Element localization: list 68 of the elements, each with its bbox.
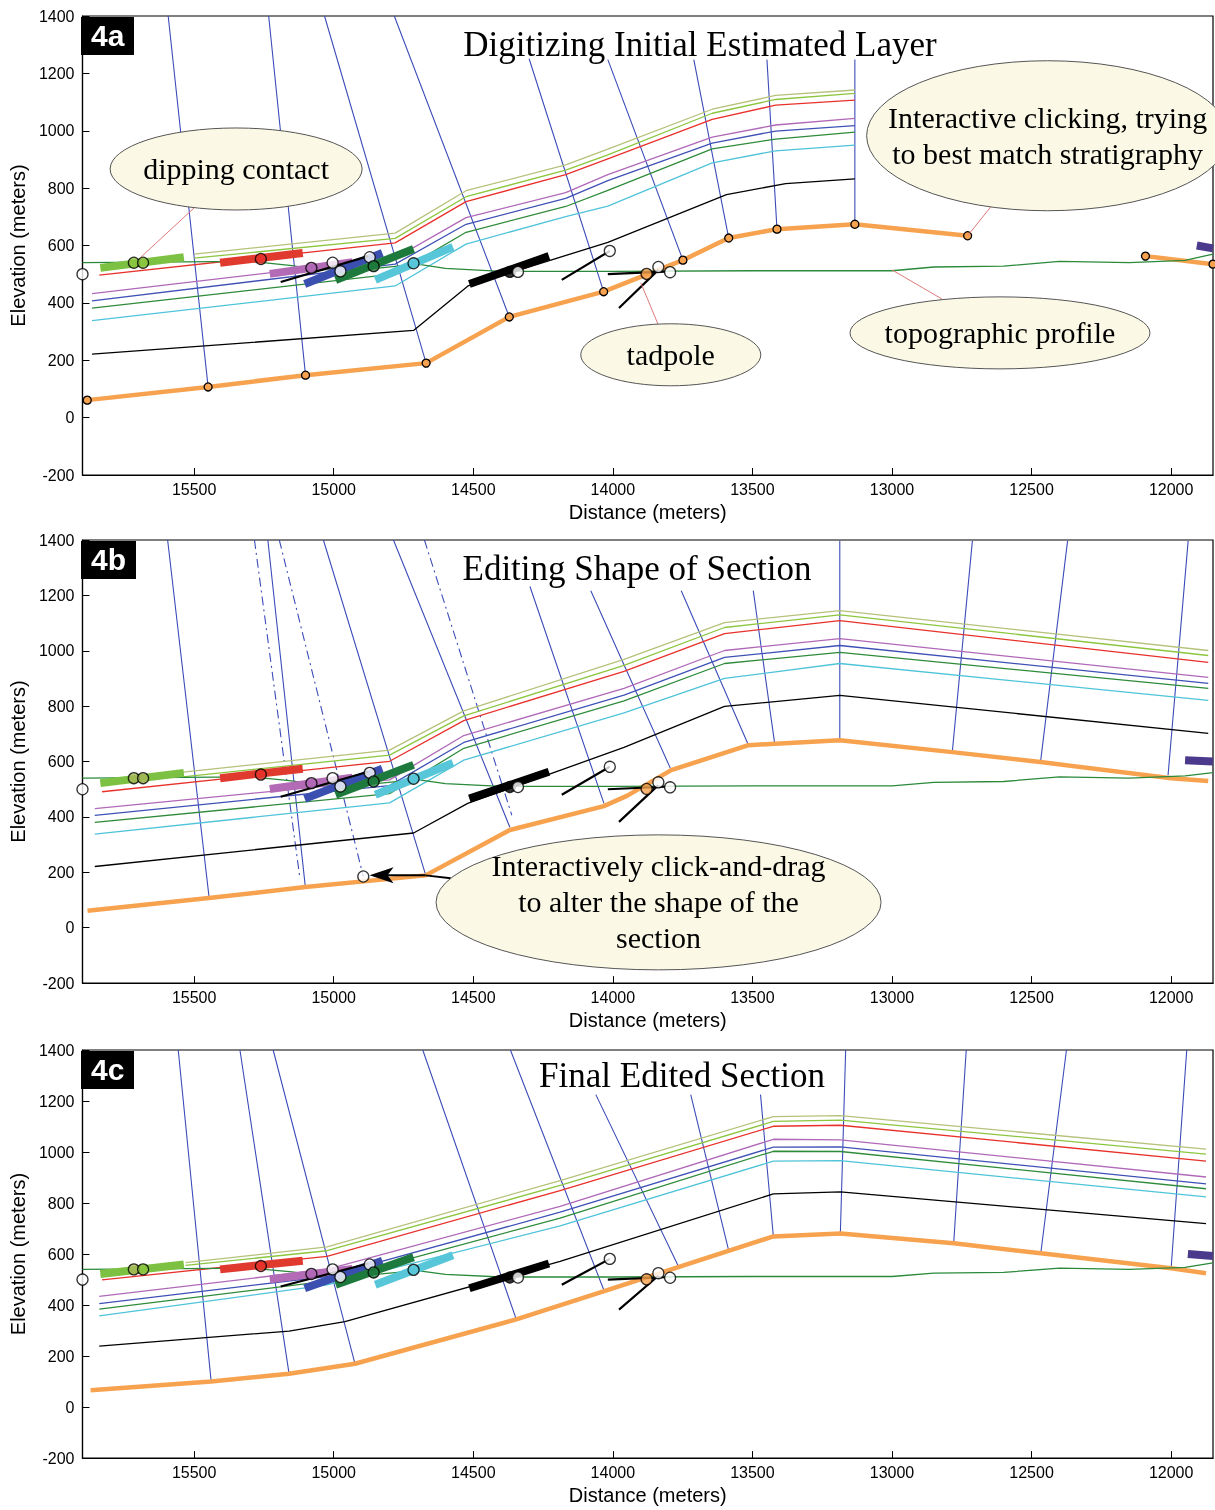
y-tick-label: 1400	[38, 531, 75, 549]
y-tick-label: -200	[42, 466, 75, 484]
x-tick-label: 13500	[730, 1463, 775, 1481]
y-axis-title: Elevation (meters)	[7, 1172, 29, 1336]
y-tick-label: 0	[65, 1398, 75, 1416]
x-tick-label: 13000	[869, 988, 915, 1006]
annotation: tadpole	[625, 336, 716, 373]
x-tick-label: 14000	[590, 1463, 636, 1481]
y-tick-label: 1400	[38, 7, 75, 25]
x-tick-label: 12500	[1009, 480, 1054, 498]
x-axis-title: Distance (meters)	[568, 500, 727, 523]
y-tick-label: 600	[47, 1245, 75, 1263]
y-tick-label: 1200	[38, 64, 75, 82]
y-tick-label: 0	[65, 919, 75, 937]
x-tick-label: 15000	[311, 1463, 357, 1481]
x-tick-label: 12000	[1148, 988, 1194, 1006]
annotation: Interactively click-and-drag to alter the shape of the section	[490, 848, 827, 957]
y-tick-label: 600	[47, 753, 75, 771]
annotation: 4a	[81, 17, 135, 55]
chart-title: Editing Shape of Section	[462, 549, 812, 588]
y-tick-label: 1000	[38, 1143, 75, 1161]
annotation: Interactive clicking, trying to best match stratigraphy	[888, 100, 1208, 170]
y-tick-label: 1000	[38, 122, 75, 140]
y-tick-label: 600	[47, 237, 75, 254]
annotation: 4c	[81, 1051, 135, 1089]
y-tick-label: 1000	[38, 642, 75, 660]
x-tick-label: 14500	[451, 988, 496, 1006]
x-tick-label: 15000	[311, 480, 357, 498]
y-tick-label: 800	[47, 179, 75, 197]
x-tick-label: 12000	[1148, 480, 1194, 498]
y-axis-title: Elevation (meters)	[7, 164, 29, 327]
chart-title: Final Edited Section	[539, 1056, 825, 1095]
y-axis-title: Elevation (meters)	[7, 680, 29, 843]
y-tick-label: 400	[47, 808, 75, 826]
x-tick-label: 12000	[1148, 1463, 1194, 1481]
x-tick-label: 14000	[590, 988, 636, 1006]
x-tick-label: 15500	[171, 1463, 217, 1481]
x-tick-label: 14000	[590, 480, 636, 498]
y-tick-label: 0	[65, 409, 75, 427]
x-tick-label: 13000	[869, 1463, 915, 1481]
annotation: topographic profile	[883, 314, 1117, 351]
x-tick-label: 15500	[171, 480, 217, 498]
x-tick-label: 13000	[869, 480, 915, 498]
x-axis-title: Distance (meters)	[568, 1009, 727, 1031]
y-tick-label: 800	[47, 697, 75, 715]
y-tick-label: 200	[47, 1347, 75, 1365]
x-tick-label: 12500	[1009, 1463, 1054, 1481]
y-tick-label: 1400	[38, 1041, 75, 1059]
y-tick-label: 1200	[38, 1092, 75, 1110]
y-tick-label: 400	[47, 294, 75, 312]
y-tick-label: -200	[42, 1449, 75, 1467]
x-tick-label: 13500	[730, 988, 775, 1006]
x-tick-label: 14500	[451, 1463, 496, 1481]
y-tick-label: 200	[47, 863, 75, 881]
x-tick-label: 12500	[1009, 988, 1054, 1006]
annotation: 4b	[81, 541, 137, 579]
x-tick-label: 13500	[730, 480, 775, 498]
x-axis-title: Distance (meters)	[568, 1484, 727, 1506]
annotation: dipping contact	[142, 150, 330, 187]
y-tick-label: 200	[47, 351, 75, 369]
x-tick-label: 14500	[451, 480, 496, 498]
y-tick-label: 1200	[38, 586, 75, 604]
y-tick-label: 800	[47, 1194, 75, 1212]
x-tick-label: 15000	[311, 988, 357, 1006]
y-tick-label: 400	[47, 1296, 75, 1314]
y-tick-label: -200	[42, 974, 75, 992]
x-tick-label: 15500	[171, 988, 217, 1006]
chart-title: Digitizing Initial Estimated Layer	[463, 25, 938, 64]
